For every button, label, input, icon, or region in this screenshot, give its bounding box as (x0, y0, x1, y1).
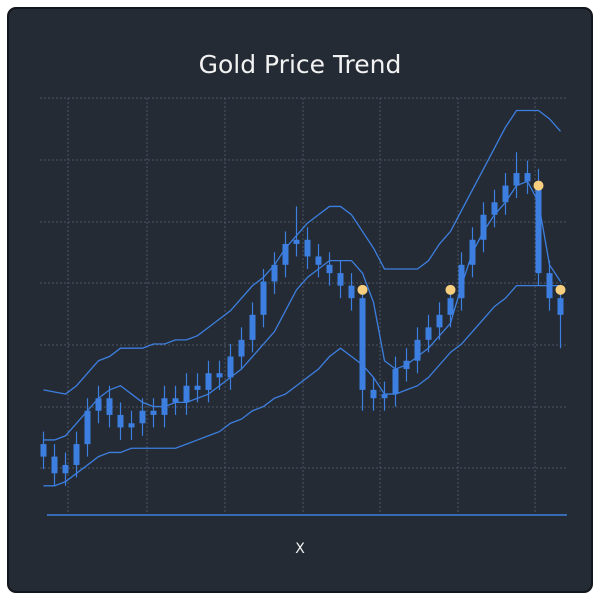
signal-point (445, 284, 456, 295)
candle-body (51, 456, 58, 474)
candle-body (535, 181, 542, 274)
candle-body (161, 398, 168, 415)
candle-body (293, 239, 300, 244)
candle-body (62, 464, 69, 474)
candle-body (282, 243, 289, 265)
signal-point (533, 180, 544, 191)
candle-body (194, 385, 201, 390)
candle-body (436, 314, 443, 328)
candle-body (172, 398, 179, 403)
candle-body (425, 327, 432, 340)
candle-body (150, 410, 157, 415)
candle-body (238, 339, 245, 357)
candle-body (403, 360, 410, 370)
candle-body (502, 185, 509, 203)
chart-title: Gold Price Trend (199, 50, 402, 79)
candle-body (304, 239, 311, 257)
candle-body (271, 264, 278, 282)
candle-body (315, 256, 322, 265)
signal-point (357, 284, 368, 295)
x-axis-label: X (295, 541, 305, 557)
candle-body (513, 173, 520, 186)
candle-body (557, 298, 564, 315)
candle-body (139, 410, 146, 424)
candle-body (447, 298, 454, 315)
candle-body (84, 410, 91, 445)
candle-body (458, 264, 465, 299)
candle-body (106, 398, 113, 415)
candle-body (546, 273, 553, 299)
upper-band (43, 109, 561, 395)
candle-body (491, 202, 498, 215)
signal-point (555, 284, 566, 295)
candle-body (326, 264, 333, 274)
lower-band (43, 285, 561, 487)
candle-body (480, 214, 487, 240)
candle-body (249, 314, 256, 340)
candle-body (337, 273, 344, 286)
candle-body (128, 423, 135, 428)
candle-body (370, 389, 377, 399)
panel (7, 7, 593, 593)
candle-body (414, 339, 421, 361)
grid (40, 97, 567, 515)
candle-body (260, 281, 267, 315)
candle-body (348, 285, 355, 299)
candle-body (73, 444, 80, 465)
candle-body (183, 385, 190, 403)
candle-body (469, 239, 476, 265)
candle-body (40, 444, 47, 457)
candle-body (117, 414, 124, 428)
candle-body (205, 373, 212, 390)
candle-body (524, 173, 531, 182)
candle-body (359, 298, 366, 390)
candle-body (227, 356, 234, 378)
candle-body (216, 373, 223, 378)
candle-body (381, 394, 388, 399)
candle-body (95, 398, 102, 411)
candle-body (392, 369, 399, 395)
